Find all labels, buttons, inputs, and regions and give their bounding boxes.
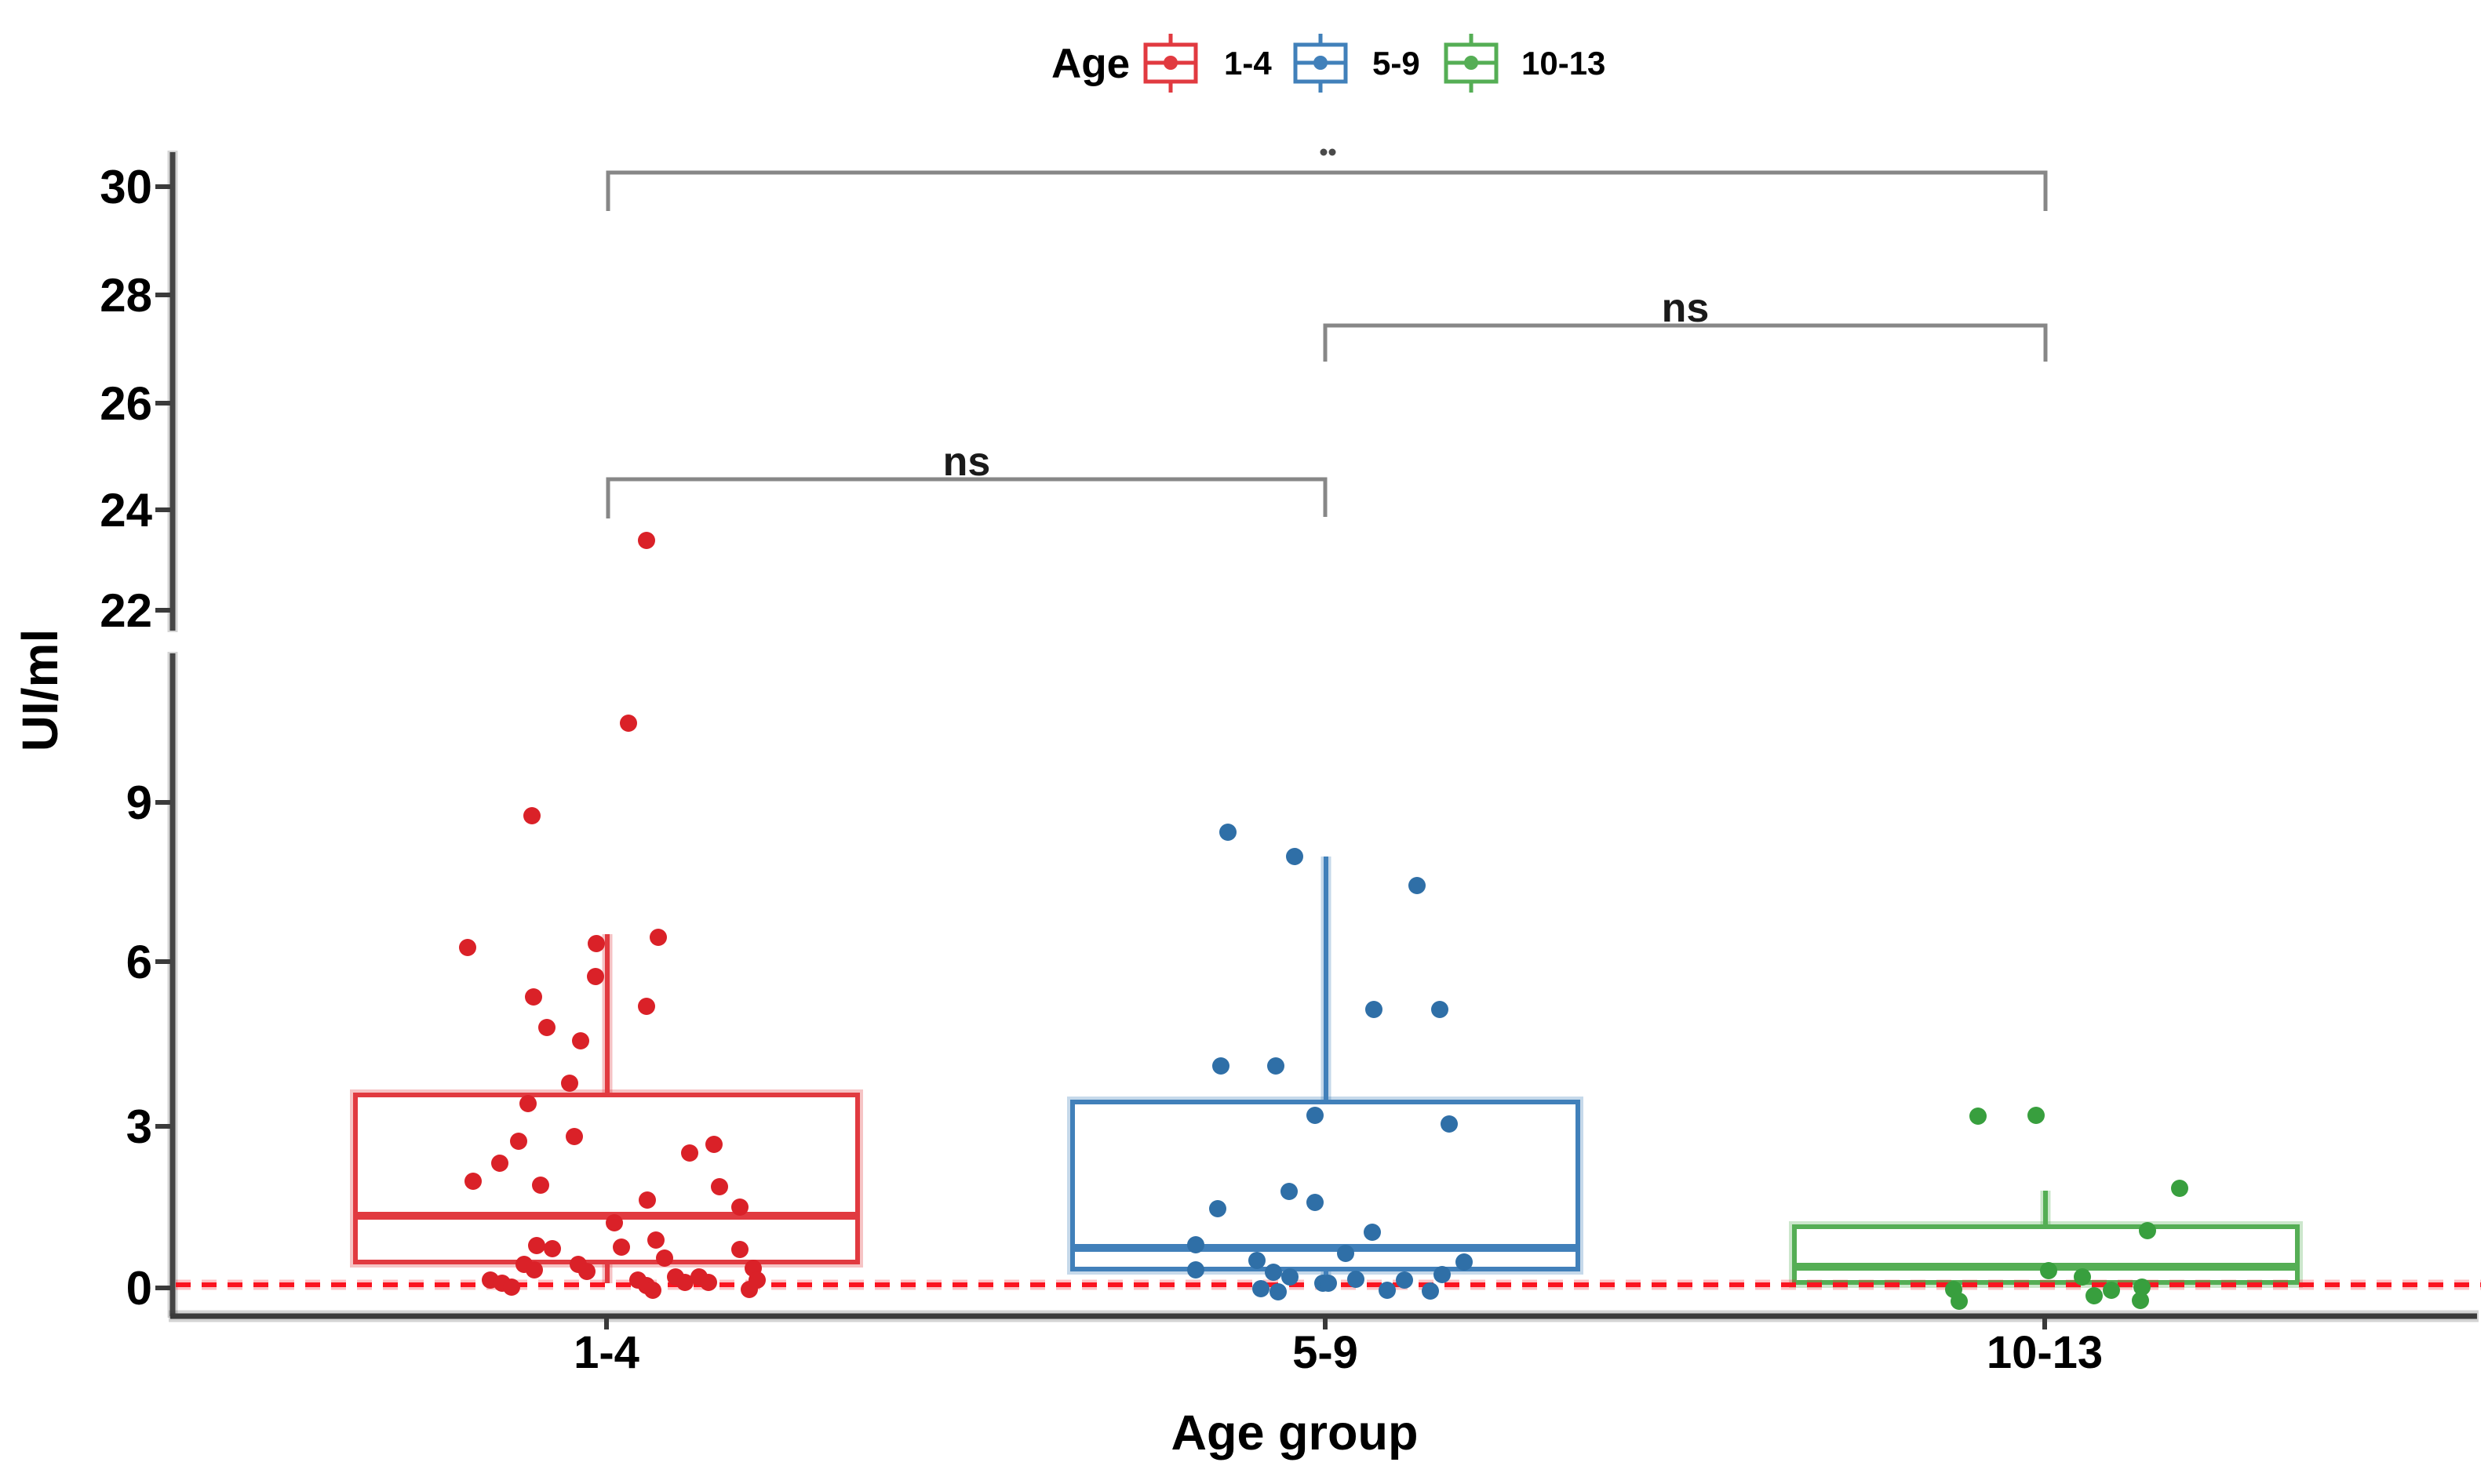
svg-text:28: 28 xyxy=(100,269,152,322)
svg-text:ns: ns xyxy=(943,439,991,485)
svg-text:22: 22 xyxy=(100,584,152,637)
svg-text:3: 3 xyxy=(126,1100,152,1153)
svg-text:UI/ml: UI/ml xyxy=(12,629,68,751)
svg-text:26: 26 xyxy=(100,377,152,430)
svg-text:5-9: 5-9 xyxy=(1292,1327,1358,1378)
svg-text:1-4: 1-4 xyxy=(1224,45,1272,82)
svg-text:10-13: 10-13 xyxy=(1521,45,1605,82)
svg-text:Age group: Age group xyxy=(1171,1406,1419,1460)
svg-text:1-4: 1-4 xyxy=(574,1327,639,1378)
svg-text:6: 6 xyxy=(126,936,152,988)
svg-text:24: 24 xyxy=(100,484,152,536)
svg-text:Age: Age xyxy=(1051,41,1130,87)
svg-text:0: 0 xyxy=(126,1262,152,1315)
svg-text:30: 30 xyxy=(100,161,152,213)
svg-text:9: 9 xyxy=(126,777,152,829)
svg-text:10-13: 10-13 xyxy=(1987,1327,2103,1378)
svg-text:ns: ns xyxy=(1662,286,1710,331)
svg-text:5-9: 5-9 xyxy=(1372,45,1420,82)
